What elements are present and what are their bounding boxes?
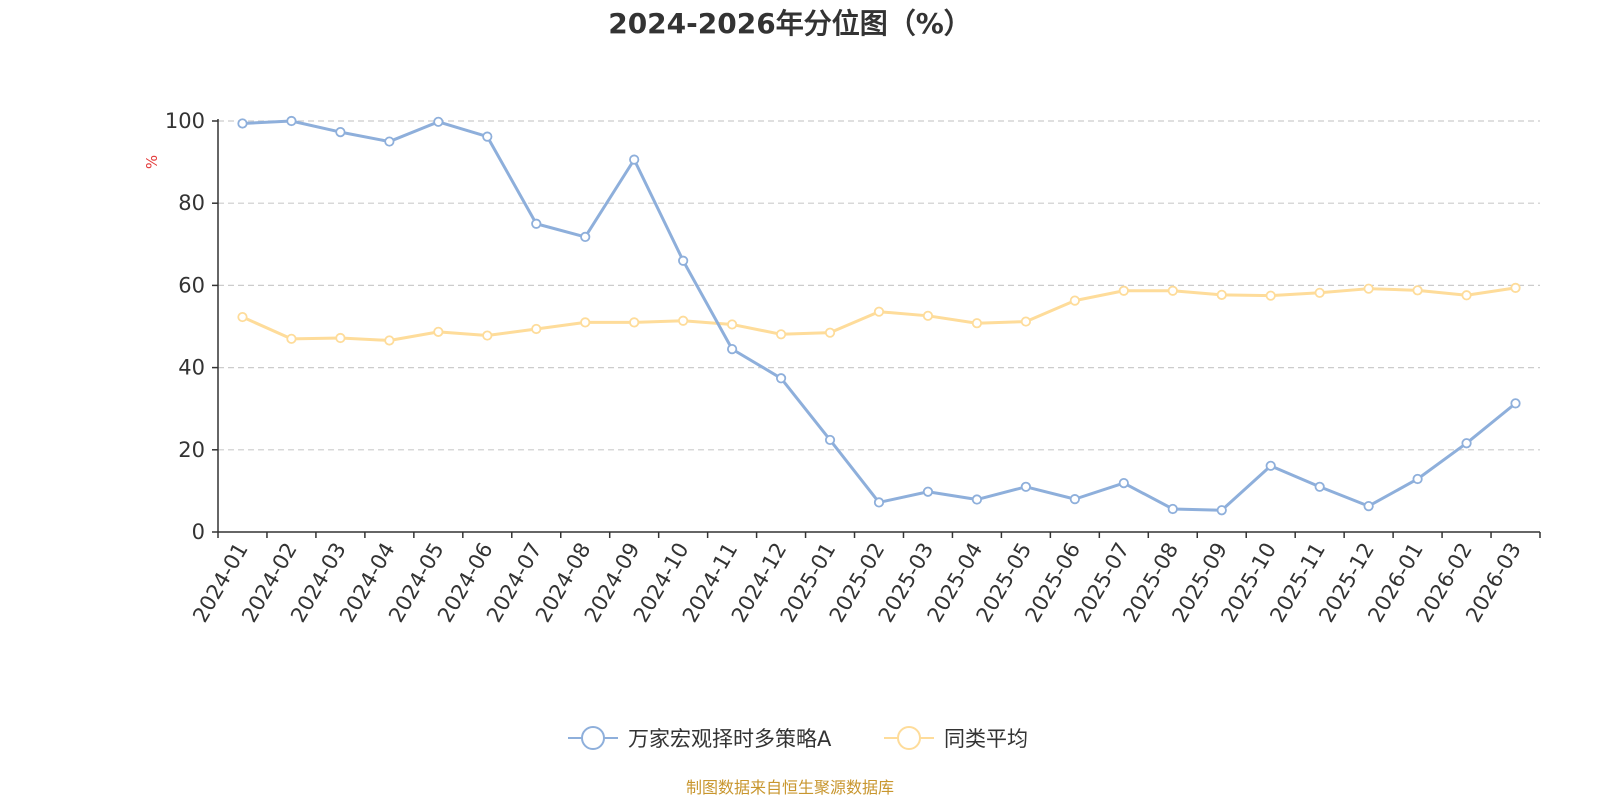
y-tick-label: 60 [178,273,205,297]
source-note: 制图数据来自恒生聚源数据库 [686,778,894,797]
data-point[interactable] [678,315,689,326]
data-point[interactable] [433,326,444,337]
legend-label: 同类平均 [944,727,1028,751]
data-point[interactable] [335,126,346,138]
data-point[interactable] [1412,285,1423,296]
data-point[interactable] [1314,287,1325,298]
data-point[interactable] [482,330,493,341]
data-point[interactable] [629,154,640,165]
data-point[interactable] [727,319,738,330]
data-point[interactable] [1118,285,1129,296]
legend-item-peer-average[interactable]: 同类平均 [884,726,1028,751]
data-point[interactable] [775,329,787,340]
data-point[interactable] [1314,481,1325,492]
data-point[interactable] [1265,460,1276,471]
y-tick-label: 100 [165,109,205,133]
data-point[interactable] [629,317,640,328]
data-point[interactable] [335,332,346,344]
data-point[interactable] [775,373,787,384]
data-point[interactable] [237,311,248,323]
data-point[interactable] [971,318,983,329]
data-point[interactable] [873,306,885,317]
data-point[interactable] [873,497,885,508]
chart-title: 2024-2026年分位图（%） [608,7,972,40]
data-point[interactable] [1167,503,1178,515]
data-point[interactable] [1363,501,1374,512]
data-point[interactable] [237,118,248,129]
data-point[interactable] [1265,290,1276,301]
grid-lines [218,120,1540,451]
data-point[interactable] [1118,477,1129,489]
data-point[interactable] [1020,316,1031,327]
data-point[interactable] [482,131,493,142]
series-lines [237,115,1521,516]
data-point[interactable] [1069,295,1080,306]
data-point[interactable] [727,344,738,355]
series-peer-average [237,282,1521,346]
data-point[interactable] [1216,505,1227,516]
data-point[interactable] [384,335,395,346]
data-point[interactable] [1020,481,1031,492]
data-point[interactable] [824,434,836,446]
legend-marker [897,726,921,750]
y-axis-unit-label: % [143,155,161,169]
legend[interactable]: 万家宏观择时多策略A 同类平均 [568,726,1028,751]
y-tick-label: 20 [178,438,205,462]
y-tick-label: 0 [192,520,205,544]
data-point[interactable] [531,218,542,229]
data-point[interactable] [678,255,689,266]
data-point[interactable] [1363,283,1374,294]
data-point[interactable] [922,486,934,497]
data-point[interactable] [824,327,836,338]
legend-item-fund[interactable]: 万家宏观择时多策略A [568,726,832,751]
data-point[interactable] [971,494,983,505]
data-point[interactable] [580,317,591,328]
data-point[interactable] [286,115,297,127]
y-tick-label: 80 [178,191,205,215]
y-tick-label: 40 [178,356,205,380]
data-point[interactable] [1510,282,1521,293]
data-point[interactable] [1510,398,1521,409]
data-point[interactable] [1167,285,1178,296]
series-fund [237,115,1521,516]
data-point[interactable] [384,136,395,147]
legend-label: 万家宏观择时多策略A [628,727,832,751]
data-point[interactable] [1461,438,1472,449]
data-point[interactable] [1461,290,1472,301]
data-point[interactable] [433,116,444,127]
data-point[interactable] [1216,289,1227,300]
data-point[interactable] [1412,473,1423,485]
legend-marker [581,726,605,750]
data-point[interactable] [531,323,542,335]
data-point[interactable] [922,310,934,321]
data-point[interactable] [580,231,591,243]
data-point[interactable] [286,333,297,344]
data-point[interactable] [1069,494,1080,505]
